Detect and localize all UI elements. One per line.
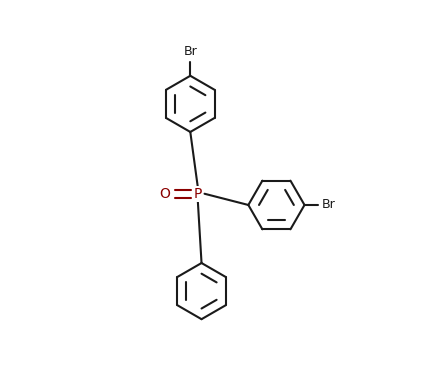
Text: O: O — [159, 187, 170, 201]
Text: Br: Br — [321, 198, 335, 212]
Text: P: P — [194, 187, 202, 201]
Text: Br: Br — [183, 45, 197, 58]
